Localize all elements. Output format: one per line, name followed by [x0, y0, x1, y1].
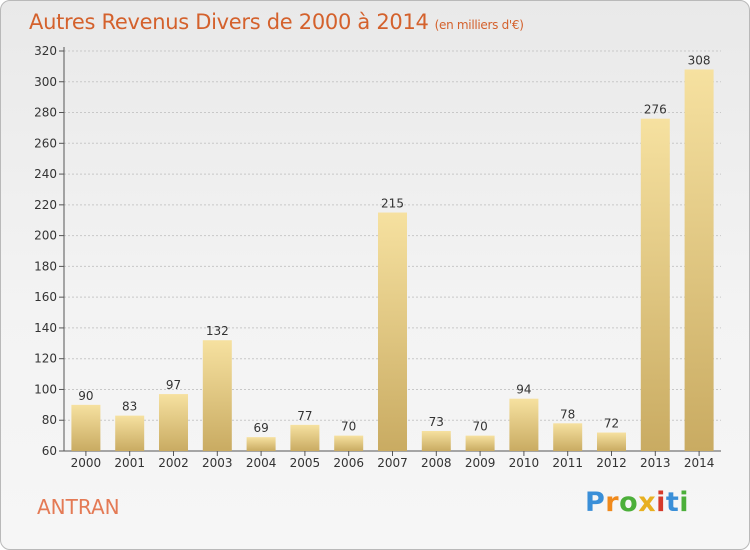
y-tick-label: 320 — [34, 44, 57, 58]
bar — [202, 340, 232, 451]
data-label: 94 — [516, 383, 531, 397]
bar — [246, 437, 276, 451]
data-label: 90 — [78, 389, 93, 403]
y-tick-label: 300 — [34, 75, 57, 89]
data-label: 69 — [253, 421, 268, 435]
data-label: 72 — [604, 417, 619, 431]
logo-letter: t — [665, 487, 680, 518]
y-tick-label: 180 — [34, 259, 57, 273]
x-tick-label: 2002 — [158, 456, 189, 470]
bar — [290, 424, 320, 451]
chart-title-text: Autres Revenus Divers de 2000 à 2014 — [29, 10, 429, 34]
x-tick-label: 2011 — [552, 456, 583, 470]
y-tick-label: 60 — [42, 444, 57, 458]
y-tick-label: 80 — [42, 413, 57, 427]
x-tick-label: 2014 — [684, 456, 715, 470]
x-tick-label: 2008 — [421, 456, 452, 470]
x-tick-label: 2009 — [465, 456, 496, 470]
x-tick-label: 2012 — [596, 456, 627, 470]
bar — [71, 404, 101, 451]
x-tick-label: 2006 — [333, 456, 364, 470]
y-tick-label: 200 — [34, 229, 57, 243]
y-tick-label: 100 — [34, 382, 57, 396]
y-tick-label: 240 — [34, 167, 57, 181]
x-tick-label: 2000 — [71, 456, 102, 470]
x-tick-label: 2005 — [290, 456, 321, 470]
bar — [684, 69, 714, 451]
data-label: 83 — [122, 400, 137, 414]
data-label: 73 — [429, 415, 444, 429]
data-label: 132 — [206, 324, 229, 338]
x-tick-label: 2013 — [640, 456, 671, 470]
x-tick-label: 2007 — [377, 456, 408, 470]
x-tick-label: 2001 — [114, 456, 145, 470]
data-label: 70 — [341, 420, 356, 434]
bar — [115, 415, 145, 451]
logo-letter: P — [585, 487, 606, 518]
bar — [553, 423, 583, 451]
data-label: 308 — [688, 53, 711, 67]
data-label: 276 — [644, 103, 667, 117]
bar — [465, 435, 495, 451]
proxiti-logo[interactable]: Proxiti — [585, 487, 689, 518]
logo-letter: i — [656, 487, 666, 518]
chart-title-unit: (en milliers d'€) — [434, 18, 524, 32]
y-tick-label: 260 — [34, 136, 57, 150]
bar — [421, 431, 451, 451]
bar — [378, 212, 407, 451]
data-label: 215 — [381, 197, 404, 211]
y-tick-label: 140 — [34, 321, 57, 335]
location-label: ANTRAN — [37, 495, 120, 519]
bar — [159, 394, 188, 451]
bar — [597, 432, 626, 451]
x-tick-label: 2004 — [246, 456, 277, 470]
data-label: 77 — [297, 409, 312, 423]
data-label: 97 — [166, 378, 181, 392]
logo-letter: o — [619, 487, 639, 518]
data-label: 70 — [472, 420, 487, 434]
x-tick-label: 2003 — [202, 456, 233, 470]
bar — [640, 118, 670, 451]
chart-title: Autres Revenus Divers de 2000 à 2014 (en … — [29, 10, 524, 34]
logo-letter: i — [679, 487, 690, 518]
y-tick-label: 220 — [34, 198, 57, 212]
logo-letter: r — [605, 487, 620, 518]
y-tick-label: 160 — [34, 290, 57, 304]
x-tick-label: 2010 — [509, 456, 540, 470]
bar — [334, 435, 364, 451]
y-tick-label: 280 — [34, 106, 57, 120]
y-tick-label: 120 — [34, 352, 57, 366]
bar — [509, 398, 539, 451]
logo-letter: x — [638, 487, 657, 518]
data-label: 78 — [560, 407, 575, 421]
